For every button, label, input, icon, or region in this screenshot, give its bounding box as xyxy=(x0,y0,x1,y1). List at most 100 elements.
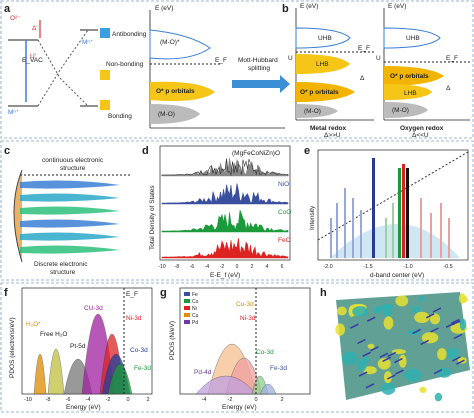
bond xyxy=(420,339,429,346)
bond xyxy=(395,369,404,375)
x-tick-label: -6 xyxy=(66,397,71,403)
legend-swatch xyxy=(184,299,190,303)
x-tick-label: -1.5 xyxy=(363,264,372,270)
band xyxy=(150,104,200,124)
isosurface xyxy=(372,307,381,314)
label: FeO xyxy=(278,237,291,244)
pdos-peak xyxy=(33,354,47,395)
bar xyxy=(360,210,362,258)
label: E_F xyxy=(126,291,138,298)
band xyxy=(384,66,444,86)
bar xyxy=(430,213,432,258)
label: H₂O* xyxy=(26,321,41,328)
plot-frame xyxy=(159,145,291,261)
energy-level xyxy=(20,219,120,228)
bond xyxy=(358,371,368,377)
label: (M-O) xyxy=(392,107,409,114)
isosurface xyxy=(361,356,370,364)
isosurface xyxy=(395,295,409,307)
x-tick-label: 0 xyxy=(236,264,239,270)
label: Bonding xyxy=(108,113,132,120)
label: structure xyxy=(60,165,86,172)
bar xyxy=(398,168,401,258)
band xyxy=(296,82,355,102)
label: Antibonding xyxy=(112,31,147,38)
isosurface xyxy=(341,351,358,366)
bond xyxy=(370,346,379,352)
energy-level xyxy=(20,232,120,241)
isosurface xyxy=(398,354,407,368)
panel-letter: c xyxy=(4,145,10,157)
label: Non-bonding xyxy=(106,61,144,68)
panel-h: h xyxy=(320,287,470,402)
bond xyxy=(425,313,435,319)
isosurface xyxy=(437,367,452,378)
panel-letter: d xyxy=(142,145,149,157)
bond xyxy=(387,374,396,380)
label: NiO xyxy=(278,181,289,188)
bond xyxy=(412,328,421,335)
bar xyxy=(448,218,450,258)
label: E_F xyxy=(215,57,227,64)
bond xyxy=(366,316,376,322)
label: O* p orbitals xyxy=(390,73,429,80)
x-tick-label: -10 xyxy=(158,264,165,270)
isosurface xyxy=(367,343,375,349)
label: Metal redox xyxy=(310,125,347,132)
label: E_F xyxy=(358,45,370,52)
bar xyxy=(440,203,442,258)
bond xyxy=(357,338,366,345)
bar xyxy=(336,203,338,258)
label: (MgFeCoNiZn)O xyxy=(232,150,280,157)
dos-curve xyxy=(161,238,289,259)
isosurface xyxy=(459,318,467,331)
label: E_F xyxy=(446,55,458,62)
x-tick-label: 2 xyxy=(146,397,149,403)
x-tick-label: -2 xyxy=(228,397,233,403)
axis-label: E (eV) xyxy=(388,3,406,10)
panel-letter: g xyxy=(160,287,167,299)
label: Oxygen redox xyxy=(400,125,444,132)
axis-label: E-E_f (eV) xyxy=(210,272,240,279)
legend-swatch xyxy=(184,306,190,310)
label: Fe-3d xyxy=(134,365,151,372)
axis-label: Total Density of States xyxy=(149,185,156,250)
band xyxy=(149,29,211,60)
bar xyxy=(402,164,405,258)
bar xyxy=(392,203,394,258)
arrow xyxy=(232,75,290,93)
bond xyxy=(387,351,397,358)
legend-entry: Fe xyxy=(192,292,198,298)
bond xyxy=(453,333,463,340)
panel-e: e Intensity d-band center (eV) -2.0 -1.5 -… xyxy=(304,145,469,279)
isosurface xyxy=(419,386,427,393)
label: E_VAC xyxy=(22,57,43,64)
label: LHB xyxy=(404,90,417,97)
axis-label: Energy (eV) xyxy=(66,404,101,411)
energy-level xyxy=(20,206,120,215)
axis-label: PDOS (electrons/eV) xyxy=(9,317,16,378)
label: O²⁻ xyxy=(10,15,21,22)
isosurface xyxy=(404,368,422,382)
label: Δ<<U xyxy=(412,132,429,139)
bar xyxy=(420,198,422,258)
label: Co-3d xyxy=(256,349,274,356)
panel-letter: f xyxy=(4,287,8,299)
label: splitting xyxy=(248,65,270,72)
pdos-peak xyxy=(107,363,133,395)
isosurface xyxy=(458,293,466,304)
panel-d: d (MgFeCoNiZn)O NiO CoO FeO Total Densit… xyxy=(142,145,291,279)
panel-border xyxy=(0,140,474,281)
label: Pd-4d xyxy=(194,369,212,376)
pdos-peak xyxy=(259,383,277,395)
label: UHB xyxy=(406,35,420,42)
axis-label: d-band center (eV) xyxy=(370,272,424,279)
legend-swatch xyxy=(184,320,190,324)
bond xyxy=(379,352,389,358)
isosurface xyxy=(411,305,421,315)
pdos-peak xyxy=(47,348,65,395)
bond xyxy=(362,351,371,357)
bond xyxy=(365,383,375,389)
label: (M-O) xyxy=(304,108,321,115)
